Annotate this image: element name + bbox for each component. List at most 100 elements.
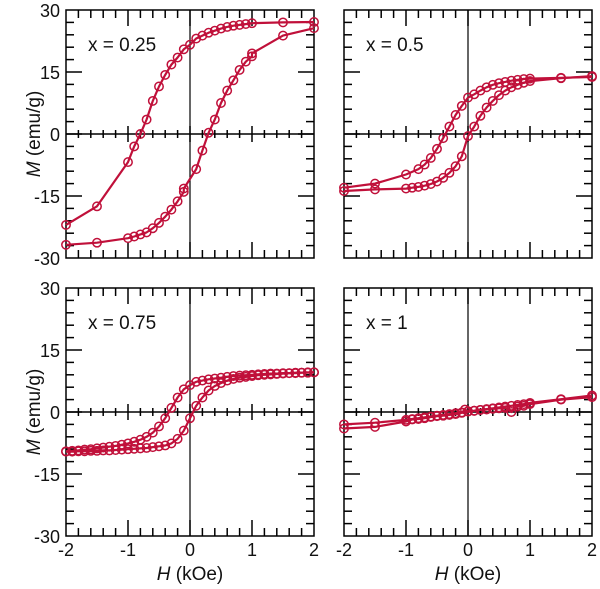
data-point (98, 445, 109, 456)
data-point (475, 404, 486, 415)
data-point (73, 446, 84, 457)
data-point (450, 110, 461, 120)
data-point (487, 403, 498, 414)
data-point (438, 172, 449, 183)
data-point (302, 367, 313, 378)
data-point (222, 85, 233, 96)
data-point (556, 394, 566, 405)
data-point (166, 204, 177, 215)
data-point (271, 369, 282, 379)
data-point (339, 419, 349, 430)
data-point (407, 182, 418, 193)
data-point (178, 44, 189, 55)
y-tick-label: 15 (40, 63, 60, 83)
series-line (343, 75, 593, 189)
data-point (506, 400, 517, 411)
series-line (343, 75, 593, 193)
data-point (234, 19, 245, 30)
data-point (209, 381, 220, 391)
data-point (147, 442, 158, 453)
data-point (494, 78, 504, 89)
data-point (463, 92, 473, 103)
data-point (209, 114, 220, 125)
data-point (191, 400, 202, 411)
data-point (129, 231, 140, 242)
data-point (419, 180, 430, 191)
data-point (247, 18, 257, 29)
y-axis-unit: (emu/g) (24, 369, 45, 440)
data-point (209, 373, 220, 384)
y-axis-var: M (24, 439, 45, 455)
data-point (172, 392, 183, 403)
data-point (259, 369, 270, 380)
x-tick-label: 0 (185, 540, 195, 560)
data-point (234, 64, 245, 75)
data-point (110, 445, 121, 455)
x-tick-label: -1 (398, 540, 414, 560)
data-point (79, 446, 90, 457)
data-point (407, 414, 418, 425)
data-point (185, 413, 195, 424)
data-point (469, 405, 480, 416)
data-point (166, 59, 177, 70)
data-point (197, 392, 208, 403)
data-point (481, 102, 492, 113)
data-point (339, 186, 349, 196)
y-tick-label: 0 (50, 403, 60, 423)
panel-1: 30 15 0 -15 -30 x = 0.25 (34, 1, 319, 269)
data-point (135, 229, 146, 240)
data-point (154, 81, 164, 92)
data-point (160, 413, 171, 424)
data-point (116, 444, 127, 455)
data-point (587, 392, 597, 403)
data-point (425, 179, 436, 189)
data-point (141, 443, 152, 453)
data-point (525, 76, 535, 87)
data-point (61, 239, 71, 250)
y-axis-unit: (emu/g) (24, 91, 45, 162)
panel-2: x = 0.5 (339, 9, 597, 259)
data-point (240, 19, 251, 30)
x-axis-var: H (435, 564, 449, 585)
data-point (438, 133, 449, 144)
data-point (401, 416, 411, 427)
data-point (425, 412, 436, 422)
data-point (147, 223, 158, 234)
panel-label: x = 0.25 (88, 35, 156, 56)
data-point (203, 374, 214, 385)
data-point (222, 375, 233, 386)
x-axis-title-right: H (kOe) (435, 564, 502, 585)
data-point (123, 233, 133, 244)
data-point (147, 95, 158, 106)
data-point (166, 402, 177, 413)
data-point (222, 21, 233, 32)
data-point (135, 129, 146, 139)
data-point (216, 372, 226, 383)
series-ascending (339, 71, 597, 196)
data-point (203, 385, 214, 396)
data-point (92, 201, 102, 212)
data-point (104, 445, 115, 456)
data-point (216, 23, 226, 34)
data-point (339, 423, 349, 434)
data-point (419, 159, 430, 170)
series-descending (61, 17, 319, 230)
data-point (129, 141, 140, 152)
series-ascending (339, 392, 597, 434)
data-point (61, 219, 71, 230)
y-axis-title-top: M (emu/g) (24, 91, 45, 178)
data-point (487, 79, 498, 90)
data-point (587, 71, 597, 82)
y-tick-label: -30 (34, 527, 60, 547)
data-point (160, 440, 171, 451)
data-point (209, 25, 220, 36)
data-point (463, 406, 473, 417)
data-point (160, 211, 171, 222)
panel-label: x = 0.75 (88, 313, 156, 334)
series-ascending (61, 367, 319, 457)
x-tick-label: 1 (247, 540, 257, 560)
data-point (425, 153, 436, 163)
data-point (450, 409, 461, 420)
data-point (178, 384, 189, 395)
data-point (172, 52, 183, 63)
